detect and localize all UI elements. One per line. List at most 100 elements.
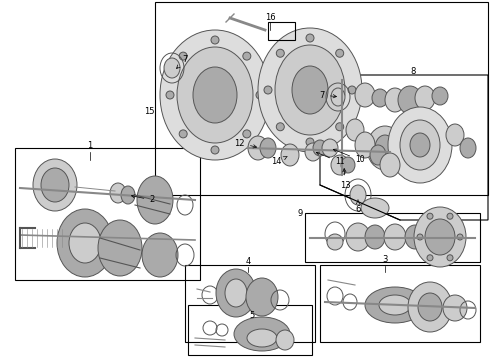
Text: 7: 7	[176, 55, 188, 68]
Ellipse shape	[121, 186, 135, 204]
Ellipse shape	[447, 255, 453, 261]
Ellipse shape	[243, 52, 251, 60]
Ellipse shape	[193, 67, 237, 123]
Ellipse shape	[447, 213, 453, 219]
Text: 4: 4	[245, 256, 250, 266]
Text: 9: 9	[297, 208, 303, 217]
Ellipse shape	[260, 138, 276, 158]
Ellipse shape	[306, 34, 314, 42]
Text: 6: 6	[355, 200, 361, 215]
Ellipse shape	[384, 224, 406, 250]
Bar	[305, 213, 480, 262]
Ellipse shape	[313, 140, 327, 156]
Ellipse shape	[33, 159, 77, 211]
Ellipse shape	[370, 145, 386, 165]
Ellipse shape	[443, 295, 467, 321]
Ellipse shape	[247, 329, 277, 347]
Ellipse shape	[243, 130, 251, 138]
Ellipse shape	[446, 124, 464, 146]
Ellipse shape	[400, 120, 440, 170]
Ellipse shape	[398, 86, 422, 114]
Ellipse shape	[405, 225, 425, 249]
Ellipse shape	[388, 107, 452, 183]
Text: 13: 13	[340, 168, 350, 189]
Ellipse shape	[425, 219, 455, 255]
Text: 12: 12	[235, 139, 257, 148]
Text: 3: 3	[382, 256, 388, 265]
Ellipse shape	[367, 126, 403, 170]
Ellipse shape	[457, 234, 463, 240]
Ellipse shape	[57, 209, 113, 277]
Ellipse shape	[415, 86, 435, 110]
Ellipse shape	[276, 330, 294, 350]
Ellipse shape	[427, 255, 433, 261]
Ellipse shape	[275, 45, 345, 135]
Ellipse shape	[380, 153, 400, 177]
Ellipse shape	[292, 66, 328, 114]
Ellipse shape	[164, 58, 180, 78]
Bar	[320, 265, 480, 342]
Ellipse shape	[365, 287, 425, 323]
Ellipse shape	[385, 88, 405, 112]
Ellipse shape	[336, 123, 343, 131]
Bar	[155, 2, 488, 195]
Bar	[268, 22, 295, 40]
Ellipse shape	[166, 91, 174, 99]
Ellipse shape	[179, 130, 187, 138]
Ellipse shape	[336, 49, 343, 57]
Ellipse shape	[355, 132, 375, 158]
Ellipse shape	[246, 278, 278, 316]
Ellipse shape	[460, 138, 476, 158]
Ellipse shape	[410, 133, 430, 157]
Ellipse shape	[341, 157, 355, 173]
Ellipse shape	[432, 87, 448, 105]
Ellipse shape	[346, 223, 370, 251]
Ellipse shape	[216, 269, 256, 317]
Ellipse shape	[361, 198, 389, 218]
Ellipse shape	[211, 146, 219, 154]
Ellipse shape	[346, 119, 364, 141]
Text: 11: 11	[316, 152, 344, 166]
Ellipse shape	[276, 49, 284, 57]
Ellipse shape	[281, 144, 299, 166]
Ellipse shape	[418, 293, 442, 321]
Text: 14: 14	[271, 157, 287, 166]
Ellipse shape	[379, 295, 411, 315]
Ellipse shape	[365, 225, 385, 249]
Text: 7: 7	[319, 90, 337, 99]
Ellipse shape	[331, 88, 345, 106]
Ellipse shape	[408, 282, 452, 332]
Ellipse shape	[98, 220, 142, 276]
Ellipse shape	[375, 135, 395, 161]
Ellipse shape	[225, 279, 247, 307]
Ellipse shape	[137, 176, 173, 224]
Ellipse shape	[350, 185, 366, 205]
Ellipse shape	[417, 234, 423, 240]
Bar	[15, 148, 200, 280]
Text: 5: 5	[249, 310, 255, 320]
Ellipse shape	[110, 183, 126, 203]
Text: 15: 15	[145, 108, 155, 117]
Text: 16: 16	[265, 13, 275, 22]
Ellipse shape	[322, 139, 338, 157]
Ellipse shape	[414, 207, 466, 267]
Ellipse shape	[179, 52, 187, 60]
Ellipse shape	[211, 36, 219, 44]
Ellipse shape	[160, 30, 270, 160]
Ellipse shape	[276, 123, 284, 131]
Ellipse shape	[256, 91, 264, 99]
Ellipse shape	[248, 136, 268, 160]
Ellipse shape	[306, 138, 314, 146]
Text: 10: 10	[333, 149, 365, 165]
Ellipse shape	[142, 233, 178, 277]
Bar	[185, 265, 315, 342]
Ellipse shape	[264, 86, 272, 94]
Ellipse shape	[427, 213, 433, 219]
Text: 1: 1	[87, 140, 93, 149]
Ellipse shape	[348, 86, 356, 94]
Ellipse shape	[69, 223, 101, 263]
Ellipse shape	[41, 168, 69, 202]
Ellipse shape	[327, 234, 343, 250]
Ellipse shape	[331, 155, 349, 175]
Ellipse shape	[355, 83, 375, 107]
